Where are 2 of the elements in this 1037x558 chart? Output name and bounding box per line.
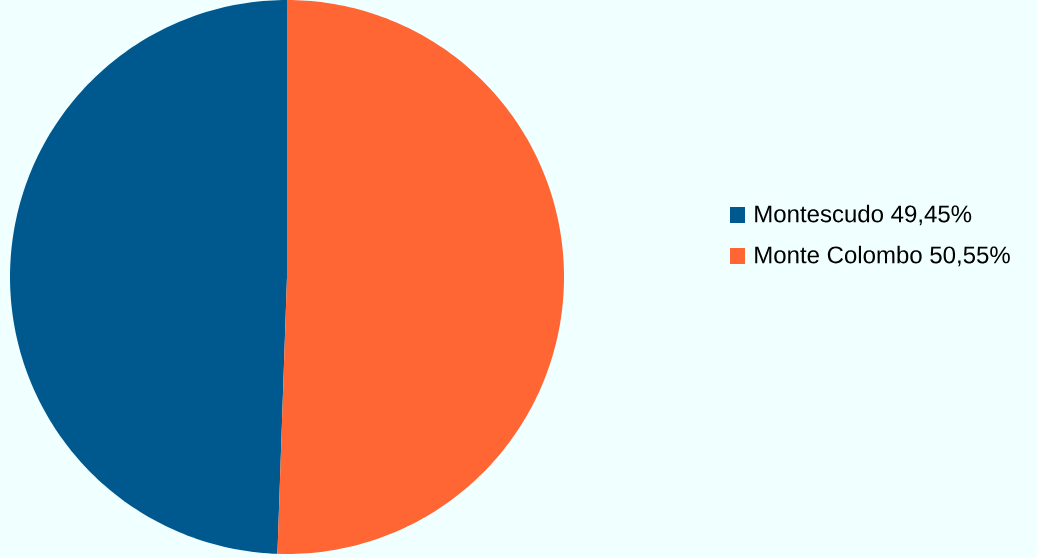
legend-label: Montescudo 49,45%: [755, 204, 972, 226]
legend-label: Monte Colombo 50,55%: [755, 245, 1010, 267]
